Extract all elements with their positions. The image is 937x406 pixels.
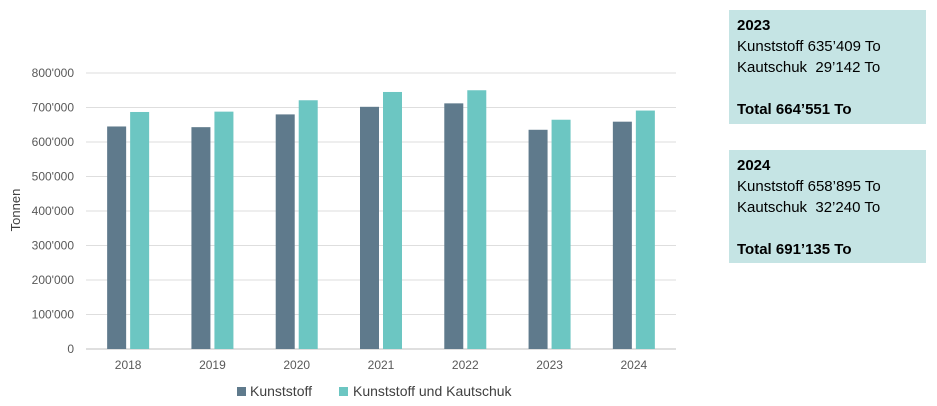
x-tick-label: 2022 [452, 358, 479, 372]
bar-kunststoff-und-kautschuk-2020[interactable] [298, 100, 318, 349]
bar-kunststoff-2022[interactable] [444, 103, 464, 349]
bar-kunststoff-2018[interactable] [107, 126, 127, 349]
gridlines [86, 72, 676, 350]
x-tick-label: 2020 [283, 358, 310, 372]
infobox-2023: 2023 Kunststoff 635’409 To Kautschuk 29’… [729, 10, 926, 124]
bar-kunststoff-und-kautschuk-2019[interactable] [214, 111, 234, 349]
y-tick-label: 100'000 [32, 308, 75, 322]
infobox-2024: 2024 Kunststoff 658’895 To Kautschuk 32’… [729, 150, 926, 263]
bar-kunststoff-und-kautschuk-2021[interactable] [383, 91, 402, 349]
bar-kunststoff-2024[interactable] [612, 121, 632, 349]
bar-kunststoff-und-kautschuk-2024[interactable] [635, 110, 655, 349]
y-tick-label: 0 [67, 342, 74, 356]
bar-kunststoff-2020[interactable] [275, 114, 295, 350]
bar-kunststoff-2019[interactable] [191, 127, 211, 349]
infobox-total: Total 664’551 To [737, 101, 852, 118]
infobox-kautschuk-line: Kautschuk 32’240 To [737, 199, 881, 216]
infobox-kautschuk-line: Kautschuk 29’142 To [737, 59, 881, 76]
infobox-year: 2024 [737, 157, 771, 174]
y-axis-ticks: 0 100'000 200'000 300'000 400'000 500'000 600'… [32, 66, 75, 356]
bar-kunststoff-und-kautschuk-2018[interactable] [130, 111, 150, 349]
y-axis-label: Tonnen [8, 189, 23, 232]
y-tick-label: 500'000 [32, 170, 75, 184]
y-tick-label: 800'000 [32, 66, 75, 80]
y-tick-label: 600'000 [32, 135, 75, 149]
legend-swatch-kunststoff [237, 387, 246, 396]
x-tick-label: 2024 [621, 358, 648, 372]
infobox-total: Total 691’135 To [737, 241, 852, 258]
infobox-year: 2023 [737, 17, 771, 34]
x-axis-ticks: 2018 2019 2020 2021 2022 2023 2024 [115, 358, 648, 372]
bar-kunststoff-2021[interactable] [360, 106, 379, 349]
x-tick-label: 2023 [536, 358, 563, 372]
y-tick-label: 700'000 [32, 101, 75, 115]
infobox-kunststoff-line: Kunststoff 658’895 To [737, 178, 881, 195]
bar-kunststoff-2023[interactable] [528, 129, 548, 349]
legend-label-kunststoff: Kunststoff [250, 383, 312, 399]
y-tick-label: 200'000 [32, 273, 75, 287]
legend-label-kunststoff-und-kautschuk: Kunststoff und Kautschuk [353, 383, 513, 399]
bar-kunststoff-und-kautschuk-2022[interactable] [467, 90, 487, 349]
bar-chart: 0 100'000 200'000 300'000 400'000 500'000 600'… [8, 66, 676, 399]
x-tick-label: 2019 [199, 358, 226, 372]
legend[interactable]: Kunststoff Kunststoff und Kautschuk [237, 383, 513, 399]
infobox-kunststoff-line: Kunststoff 635’409 To [737, 38, 881, 55]
bar-kunststoff-und-kautschuk-2023[interactable] [551, 119, 571, 349]
y-tick-label: 300'000 [32, 239, 75, 253]
x-tick-label: 2021 [368, 358, 395, 372]
x-tick-label: 2018 [115, 358, 142, 372]
y-tick-label: 400'000 [32, 204, 75, 218]
legend-swatch-kunststoff-und-kautschuk [339, 387, 348, 396]
bars [107, 90, 655, 350]
